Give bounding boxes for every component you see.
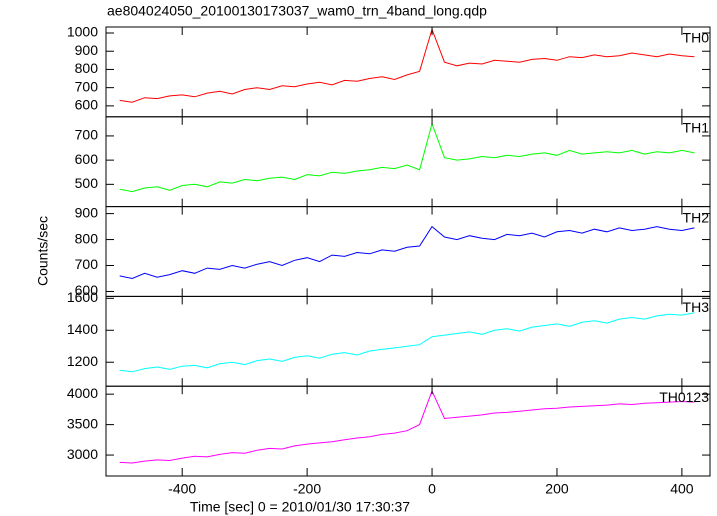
y-tick-label: 900 [75,42,99,58]
x-tick-label: 200 [545,481,569,497]
data-line [119,27,695,103]
data-line [119,389,695,464]
panel-label: TH0123 [659,389,709,405]
y-tick-label: 900 [75,204,99,220]
panel-frame [105,206,711,297]
x-tick-label: 0 [428,481,436,497]
y-tick-label: 600 [75,282,99,298]
y-tick-label: 800 [75,230,99,246]
y-tick-label: 500 [75,175,99,191]
y-tick-label: 600 [75,97,99,113]
panel-label: TH3 [683,299,710,315]
y-tick-label: 1600 [67,289,98,305]
y-tick-label: 4000 [67,385,98,401]
y-tick-label: 3000 [67,446,98,462]
panel-label: TH2 [683,209,710,225]
chart-title: ae804024050_20100130173037_wam0_trn_4ban… [107,3,487,19]
y-axis-label: Counts/sec [35,216,51,286]
data-line [119,122,695,193]
y-tick-label: 1200 [67,353,98,369]
panel-frame [105,385,711,477]
panel-label: TH1 [683,120,710,136]
panel-frame [105,295,711,387]
x-tick-label: -400 [168,481,196,497]
panel-label: TH0 [683,30,710,46]
y-tick-label: 800 [75,60,99,76]
y-tick-label: 1000 [67,24,98,40]
y-tick-label: 600 [75,151,99,167]
y-tick-label: 700 [75,78,99,94]
x-axis-label: Time [sec] 0 = 2010/01/30 17:30:37 [190,499,410,515]
y-tick-label: 1400 [67,321,98,337]
y-tick-label: 700 [75,127,99,143]
data-line [119,312,695,373]
x-tick-label: -200 [293,481,321,497]
x-tick-label: 400 [670,481,694,497]
y-tick-label: 3500 [67,415,98,431]
data-line [119,225,695,280]
panel-frame [105,26,711,118]
y-tick-label: 700 [75,256,99,272]
panel-frame [105,116,711,208]
